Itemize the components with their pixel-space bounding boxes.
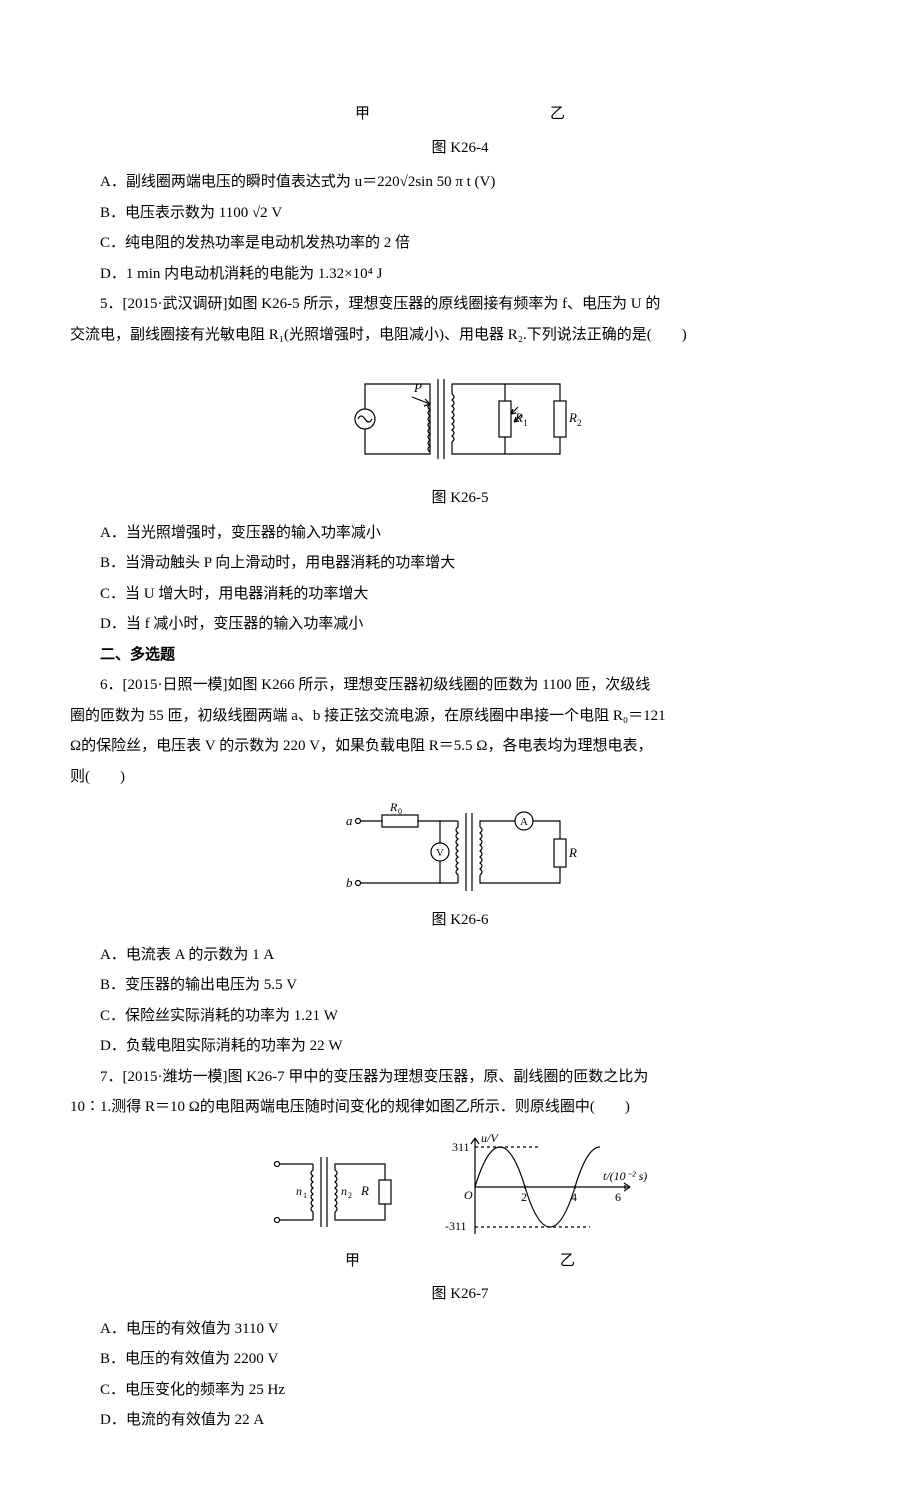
q7-sublabels: 甲 乙	[70, 1247, 850, 1276]
q7-xtick-2: 6	[615, 1190, 621, 1204]
q4-option-b: B．电压表示数为 1100 √2 V	[70, 199, 850, 228]
q7-option-c: C．电压变化的频率为 25 Hz	[70, 1376, 850, 1405]
q6-circuit-svg: a b R 0 V A R	[340, 801, 580, 901]
q7-stem-1: 7．[2015·潍坊一模]图 K26­-7 甲中的变压器为理想变压器，原、副线圈…	[70, 1063, 850, 1092]
section-2-title: 二、多选题	[70, 641, 850, 670]
svg-text:2: 2	[577, 418, 582, 428]
svg-text:n: n	[296, 1184, 302, 1198]
q5-caption: 图 K26­-5	[70, 484, 850, 513]
q7-caption: 图 K26­-7	[70, 1280, 850, 1309]
q5-option-a: A．当光照增强时，变压器的输入功率减小	[70, 519, 850, 548]
q6-option-c: C．保险丝实际消耗的功率为 1.21 W	[70, 1002, 850, 1031]
svg-text:1: 1	[303, 1191, 307, 1200]
q5-option-b: B．当滑动触头 P 向上滑动时，用电器消耗的功率增大	[70, 549, 850, 578]
q7-xtick-0: 2	[521, 1190, 527, 1204]
svg-text:P: P	[413, 380, 422, 395]
svg-text:R: R	[360, 1183, 369, 1198]
q7-option-b: B．电压的有效值为 2200 V	[70, 1345, 850, 1374]
fig4-caption: 图 K26­-4	[70, 134, 850, 163]
svg-text:R: R	[568, 410, 577, 425]
q7-option-a: A．电压的有效值为 3110 V	[70, 1315, 850, 1344]
q7-xtick-1: 4	[571, 1190, 577, 1204]
q6-stem-1: 6．[2015·日照一模]如图 K26­6 所示，理想变压器初级线圈的匝数为 1…	[70, 671, 850, 700]
q7-option-d: D．电流的有效值为 22 A	[70, 1406, 850, 1435]
svg-text:1: 1	[523, 418, 528, 428]
q5-option-d: D．当 f 减小时，变压器的输入功率减小	[70, 610, 850, 639]
svg-text:R: R	[514, 410, 523, 425]
q6-option-d: D．负载电阻实际消耗的功率为 22 W	[70, 1032, 850, 1061]
q5-option-c: C．当 U 增大时，用电器消耗的功率增大	[70, 580, 850, 609]
svg-text:a: a	[346, 813, 353, 828]
fig4-label-right: 乙	[550, 100, 565, 129]
q6-stem-3: Ω的保险丝，电压表 V 的示数为 220 V，如果负载电阻 R＝5.5 Ω，各电…	[70, 732, 850, 761]
q5-figure: P R 1 R 2	[70, 359, 850, 479]
q6-caption: 图 K26­-6	[70, 906, 850, 935]
q7-label-right: 乙	[560, 1247, 575, 1276]
q4-option-a: A．副线圈两端电压的瞬时值表达式为 u＝220√2sin 50 π t (V)	[70, 168, 850, 197]
q5-circuit-svg: P R 1 R 2	[330, 359, 590, 479]
q5-stem-1: 5．[2015·武汉调研]如图 K26­-5 所示，理想变压器的原线圈接有频率为…	[70, 290, 850, 319]
q6-figure: a b R 0 V A R	[70, 801, 850, 901]
svg-text:R: R	[568, 845, 577, 860]
svg-text:R: R	[389, 801, 398, 814]
q7-figure: n 1 n 2 R 311	[70, 1132, 850, 1242]
q7-circuit-svg: n 1 n 2 R	[265, 1142, 405, 1242]
svg-text:n: n	[341, 1184, 347, 1198]
svg-text:A: A	[520, 816, 528, 828]
q7-graph-svg: 311 -311 u/V t/(10⁻² s) O 2 4 6	[435, 1132, 655, 1242]
fig4-label-left: 甲	[355, 100, 370, 129]
q4-option-c: C．纯电阻的发热功率是电动机发热功率的 2 倍	[70, 229, 850, 258]
svg-text:b: b	[346, 875, 353, 890]
q7-label-left: 甲	[345, 1247, 360, 1276]
q6-stem-2: 圈的匝数为 55 匝，初级线圈两端 a、b 接正弦交流电源，在原线圈中串接一个电…	[70, 702, 850, 731]
fig4-labels: 甲 乙	[70, 100, 850, 129]
svg-text:2: 2	[348, 1191, 352, 1200]
q7-ylabel-top: 311	[452, 1140, 470, 1154]
q7-stem-2: 10∶1.测得 R＝10 Ω的电阻两端电压随时间变化的规律如图乙所示．则原线圈中…	[70, 1093, 850, 1122]
q7-origin: O	[464, 1188, 473, 1202]
q7-ylabel-bot: -311	[445, 1219, 467, 1233]
svg-text:0: 0	[398, 807, 402, 816]
q4-option-d: D．1 min 内电动机消耗的电能为 1.32×10⁴ J	[70, 260, 850, 289]
q6-option-a: A．电流表 A 的示数为 1 A	[70, 941, 850, 970]
q5-stem-2: 交流电，副线圈接有光敏电阻 R₁(光照增强时，电阻减小)、用电器 R₂.下列说法…	[70, 321, 850, 350]
q7-axis-u: u/V	[481, 1132, 499, 1145]
q6-stem-4: 则( )	[70, 763, 850, 792]
svg-text:V: V	[436, 847, 444, 859]
q7-axis-t: t/(10⁻² s)	[603, 1169, 647, 1183]
q6-option-b: B．变压器的输出电压为 5.5 V	[70, 971, 850, 1000]
